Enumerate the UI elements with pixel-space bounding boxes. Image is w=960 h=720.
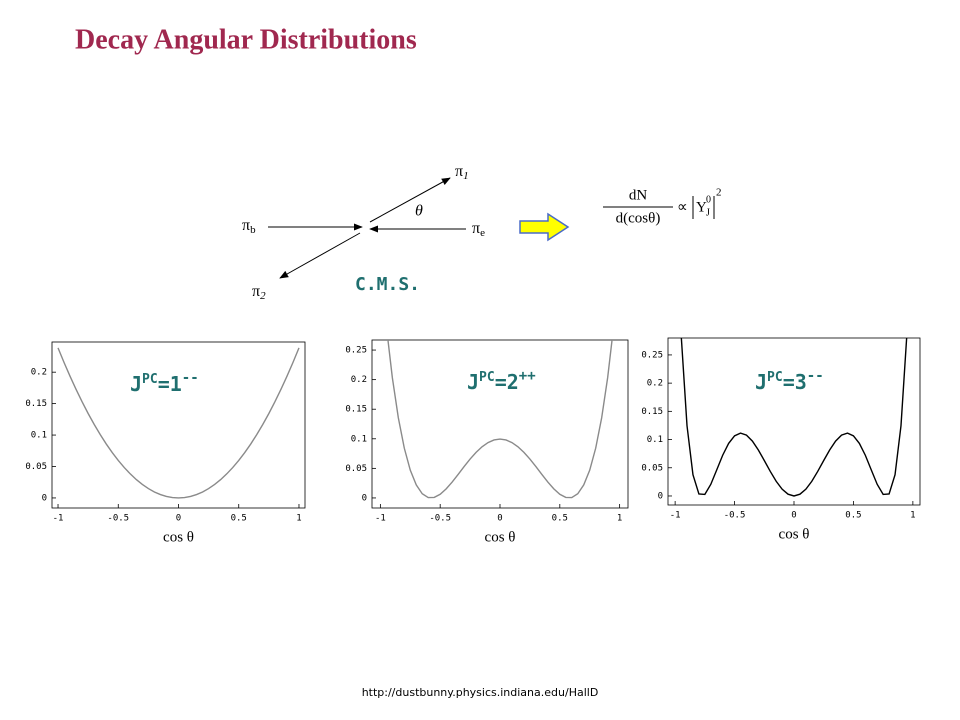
annotation-sup: PC bbox=[767, 370, 783, 385]
plot: 0 0.05 0.1 0.15 0.2 -1 -0.5 0 0.5 1 cos θ JPC=1-- bbox=[25, 341, 306, 545]
label-pi2: π2 bbox=[252, 283, 266, 302]
label-pib: πb bbox=[242, 217, 256, 236]
slide-title: Decay Angular Distributions bbox=[75, 24, 417, 55]
annotation-eq: =1 bbox=[158, 372, 182, 396]
annotation-eq: =2 bbox=[495, 370, 519, 394]
annotation-main: J bbox=[755, 370, 767, 394]
function-sup: 0 bbox=[706, 194, 711, 205]
y-tick-label: 0 bbox=[658, 491, 663, 501]
denominator: d(cosθ) bbox=[616, 210, 661, 226]
x-axis-label: cos θ bbox=[779, 526, 810, 542]
x-tick-label: 0 bbox=[176, 514, 181, 524]
x-tick-label: -1 bbox=[670, 511, 681, 521]
plot-frame bbox=[371, 339, 629, 509]
x-tick-label: -1 bbox=[375, 514, 386, 524]
annotation-parity: -- bbox=[182, 370, 199, 386]
numerator: dN bbox=[629, 187, 648, 203]
curve bbox=[387, 340, 613, 499]
plot: 0 0.05 0.1 0.15 0.2 0.25 -1 -0.5 0 0.5 1 cos θ JPC=2… bbox=[345, 339, 629, 545]
y-tick-label: 0 bbox=[42, 493, 47, 503]
implies-arrow bbox=[519, 212, 570, 242]
annotation-sup: PC bbox=[142, 372, 158, 387]
x-tick-label: 0 bbox=[497, 514, 502, 524]
x-axis-label: cos θ bbox=[485, 529, 516, 545]
symbol: π bbox=[252, 283, 260, 300]
footer-url: http://dustbunny.physics.indiana.edu/Hal… bbox=[362, 686, 599, 699]
annotation-eq: =3 bbox=[783, 370, 807, 394]
y-tick-label: 0.05 bbox=[345, 464, 367, 474]
y-tick-label: 0.15 bbox=[25, 399, 47, 409]
y-tick-label: 0.2 bbox=[351, 375, 367, 385]
y-tick-label: 0.25 bbox=[345, 346, 367, 356]
label-pi1: π1 bbox=[455, 163, 469, 182]
y-tick-label: 0.05 bbox=[641, 463, 663, 473]
arrow-pi2 bbox=[279, 232, 361, 279]
arrow-pi1 bbox=[369, 177, 451, 223]
y-tick-label: 0.2 bbox=[647, 379, 663, 389]
subscript: 1 bbox=[463, 170, 469, 182]
annotation: JPC=3-- bbox=[755, 368, 824, 394]
x-tick-label: 1 bbox=[910, 511, 915, 521]
x-tick-label: -0.5 bbox=[429, 514, 451, 524]
function: Y bbox=[696, 199, 707, 215]
y-tick-label: 0.1 bbox=[31, 431, 47, 441]
y-tick-label: 0.1 bbox=[351, 434, 367, 444]
annotation-parity: -- bbox=[807, 368, 824, 384]
relation: ∝ bbox=[677, 199, 688, 215]
x-tick-label: 0.5 bbox=[552, 514, 568, 524]
x-tick-label: -0.5 bbox=[107, 514, 129, 524]
y-tick-label: 0.15 bbox=[345, 405, 367, 415]
x-tick-label: 0.5 bbox=[845, 511, 861, 521]
x-tick-label: 1 bbox=[296, 514, 301, 524]
y-tick-label: 0 bbox=[362, 493, 367, 503]
label-theta: θ bbox=[415, 203, 423, 220]
y-tick-label: 0.15 bbox=[641, 407, 663, 417]
power: 2 bbox=[716, 187, 722, 199]
plot-frame bbox=[667, 337, 921, 506]
x-tick-label: -0.5 bbox=[724, 511, 746, 521]
annotation: JPC=2++ bbox=[467, 368, 536, 394]
x-axis-label: cos θ bbox=[163, 529, 194, 545]
annotation: JPC=1-- bbox=[130, 370, 199, 396]
subscript: e bbox=[480, 227, 485, 239]
subscript: b bbox=[250, 224, 256, 236]
x-tick-label: -1 bbox=[53, 514, 64, 524]
annotation-parity: ++ bbox=[519, 368, 536, 384]
symbol: π bbox=[472, 220, 480, 237]
symbol: π bbox=[455, 163, 463, 180]
decay-diagram: π1 πb πe π2 θ C.M.S. bbox=[242, 163, 485, 302]
annotation-main: J bbox=[130, 372, 142, 396]
curve bbox=[680, 338, 908, 497]
symbol: π bbox=[242, 217, 250, 234]
frame-label: C.M.S. bbox=[355, 274, 420, 295]
x-tick-label: 1 bbox=[617, 514, 622, 524]
x-tick-label: 0.5 bbox=[231, 514, 247, 524]
curve bbox=[57, 347, 300, 499]
annotation-main: J bbox=[467, 370, 479, 394]
y-tick-label: 0.2 bbox=[31, 368, 47, 378]
y-tick-label: 0.05 bbox=[25, 462, 47, 472]
plot: 0 0.05 0.1 0.15 0.2 0.25 -1 -0.5 0 0.5 1 cos θ JPC=3… bbox=[641, 337, 921, 542]
plot-frame bbox=[51, 341, 306, 509]
y-tick-label: 0.1 bbox=[647, 435, 663, 445]
subscript: 2 bbox=[260, 290, 266, 302]
label-pie: πe bbox=[472, 220, 485, 239]
y-tick-label: 0.25 bbox=[641, 350, 663, 360]
annotation-sup: PC bbox=[479, 370, 495, 385]
formula: dN d(cosθ) ∝ Y J 0 2 bbox=[603, 187, 722, 226]
function-sub: J bbox=[706, 207, 710, 218]
x-tick-label: 0 bbox=[791, 511, 796, 521]
